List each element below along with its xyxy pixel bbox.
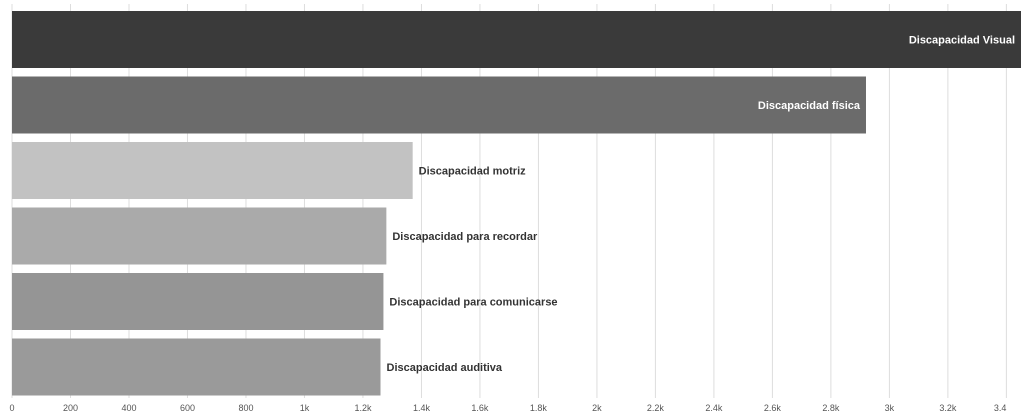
bars bbox=[12, 11, 1021, 396]
x-tick-label: 1.6k bbox=[471, 403, 489, 413]
x-tick-label: 0 bbox=[9, 403, 14, 413]
bar bbox=[12, 142, 413, 199]
x-tick-label: 200 bbox=[63, 403, 78, 413]
x-tick-label: 1k bbox=[300, 403, 310, 413]
bar-label: Discapacidad para recordar bbox=[392, 231, 538, 243]
bar-label: Discapacidad Visual bbox=[909, 35, 1015, 47]
x-tick-label: 1.8k bbox=[530, 403, 548, 413]
bar bbox=[12, 76, 866, 134]
bar-labels: Discapacidad Visual Discapacidad física Di… bbox=[387, 35, 1015, 375]
x-tick-label: 2.8k bbox=[822, 403, 840, 413]
x-tick-label: 3k bbox=[885, 403, 895, 413]
x-tick-label: 2k bbox=[592, 403, 602, 413]
x-tick-label: 600 bbox=[180, 403, 195, 413]
bar bbox=[12, 11, 1021, 68]
bar-label: Discapacidad motriz bbox=[419, 166, 526, 178]
gridlines bbox=[11, 4, 1007, 398]
bar-label: Discapacidad para comunicarse bbox=[389, 297, 557, 309]
bar bbox=[12, 273, 384, 330]
bar-label: Discapacidad auditiva bbox=[387, 362, 503, 374]
x-tick-label: 800 bbox=[238, 403, 253, 413]
bar-label: Discapacidad física bbox=[758, 100, 861, 112]
x-tick-label: 3.4 bbox=[994, 403, 1007, 413]
x-tick-label: 400 bbox=[121, 403, 136, 413]
x-tick-label: 2.2k bbox=[647, 403, 665, 413]
x-tick-label: 3.2k bbox=[939, 403, 957, 413]
bar bbox=[12, 207, 387, 265]
x-tick-label: 1.4k bbox=[413, 403, 431, 413]
bar bbox=[12, 338, 381, 396]
x-tick-label: 2.4k bbox=[705, 403, 723, 413]
x-tick-label: 1.2k bbox=[354, 403, 372, 413]
x-tick-label: 2.6k bbox=[764, 403, 782, 413]
x-axis: 0 200 400 600 800 1k 1.2k 1.4k 1.6k 1.8k 2k 2.2k 2.4… bbox=[9, 403, 1006, 413]
